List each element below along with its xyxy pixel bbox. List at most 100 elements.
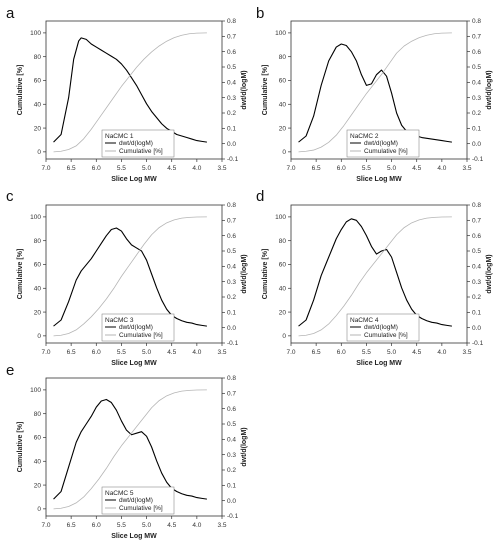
legend-entry: dwt/d(logM) — [119, 324, 153, 331]
y-left-tick-label: 80 — [34, 54, 42, 61]
y-left-tick-label: 20 — [279, 309, 287, 316]
y-left-tick-label: 100 — [30, 214, 41, 221]
series-line-dwt — [298, 43, 452, 143]
y-right-tick-label: -0.1 — [472, 156, 484, 163]
plot-frame — [45, 20, 223, 160]
y-left-tick-label: 60 — [279, 78, 287, 85]
x-tick-label: 7.0 — [41, 349, 50, 356]
y-right-tick-label: 0.1 — [472, 310, 481, 317]
panel-b: b 7.0 6.5 6.0 5.5 5.0 4.5 4.0 3.5 0 20 40 60 80 100 -0.… — [256, 5, 493, 183]
y-right-axis-label: dwt/d(logM) — [241, 70, 248, 109]
y-right-tick-label: 0.7 — [227, 34, 236, 41]
x-tick-label: 3.5 — [217, 349, 226, 356]
series-line-cumulative — [53, 32, 207, 153]
y-right-tick-label: 0.0 — [472, 325, 481, 332]
x-tick-label: 4.5 — [412, 349, 421, 356]
x-tick-label: 6.5 — [67, 349, 76, 356]
x-tick-label: 5.5 — [362, 349, 371, 356]
plot-frame — [290, 204, 468, 344]
legend-entry: Cumulative [%] — [119, 332, 163, 339]
y-left-axis-label: Cumulative [%] — [262, 65, 269, 116]
y-left-tick-label: 20 — [34, 482, 42, 489]
x-tick-label: 4.5 — [167, 349, 176, 356]
series-line-cumulative — [53, 216, 207, 337]
y-right-tick-label: 0.3 — [227, 95, 236, 102]
series-line-dwt — [53, 227, 207, 327]
x-axis-label: Slice Log MW — [111, 176, 157, 183]
y-left-axis-label: Cumulative [%] — [17, 65, 24, 116]
x-tick-label: 7.0 — [286, 349, 295, 356]
y-right-tick-label: 0.5 — [227, 421, 236, 428]
y-left-tick-label: 40 — [279, 101, 287, 108]
x-tick-label: 5.5 — [362, 165, 371, 172]
x-tick-label: 4.0 — [437, 165, 446, 172]
x-tick-label: 3.5 — [462, 165, 471, 172]
y-right-tick-label: 0.7 — [472, 34, 481, 41]
y-right-tick-label: 0.7 — [472, 218, 481, 225]
series-line-dwt — [53, 398, 207, 500]
legend-entry: dwt/d(logM) — [364, 140, 398, 147]
y-right-tick-label: 0.4 — [472, 80, 481, 87]
y-right-tick-label: 0.3 — [227, 279, 236, 286]
y-right-tick-label: 0.6 — [472, 233, 481, 240]
y-right-tick-label: 0.5 — [472, 64, 481, 71]
y-right-axis-label: dwt/d(logM) — [486, 70, 493, 109]
y-left-axis-label: Cumulative [%] — [262, 249, 269, 300]
legend-entry: dwt/d(logM) — [119, 497, 153, 504]
x-tick-label: 5.0 — [142, 349, 151, 356]
series-line-cumulative — [298, 32, 452, 153]
y-right-tick-label: 0.4 — [227, 80, 236, 87]
y-left-axis-label: Cumulative [%] — [17, 249, 24, 300]
y-left-tick-label: 40 — [34, 285, 42, 292]
x-axis-label: Slice Log MW — [111, 360, 157, 367]
x-tick-label: 5.5 — [117, 349, 126, 356]
y-right-tick-label: 0.4 — [227, 264, 236, 271]
x-tick-label: 7.0 — [286, 165, 295, 172]
y-right-axis-label: dwt/d(logM) — [241, 427, 248, 466]
legend-title: NaCMC 2 — [350, 133, 379, 140]
y-right-tick-label: 0.8 — [472, 18, 481, 25]
x-tick-label: 4.0 — [192, 522, 201, 529]
x-tick-label: 6.0 — [337, 165, 346, 172]
x-tick-label: 6.0 — [92, 349, 101, 356]
series-line-cumulative — [298, 216, 452, 337]
y-right-tick-label: 0.6 — [227, 49, 236, 56]
y-right-tick-label: 0.8 — [227, 18, 236, 25]
y-right-tick-label: 0.6 — [227, 406, 236, 413]
y-right-tick-label: 0.5 — [227, 64, 236, 71]
y-left-tick-label: 20 — [34, 125, 42, 132]
x-tick-label: 6.0 — [337, 349, 346, 356]
x-tick-label: 5.0 — [387, 349, 396, 356]
series-line-dwt — [53, 37, 207, 143]
plot-frame — [45, 204, 223, 344]
x-tick-label: 6.5 — [312, 349, 321, 356]
x-tick-label: 4.0 — [437, 349, 446, 356]
x-axis-label: Slice Log MW — [111, 533, 157, 540]
x-tick-label: 5.0 — [142, 522, 151, 529]
y-right-tick-label: 0.8 — [472, 202, 481, 209]
y-left-tick-label: 100 — [275, 214, 286, 221]
y-left-tick-label: 0 — [282, 149, 286, 156]
x-tick-label: 4.5 — [167, 165, 176, 172]
x-tick-label: 3.5 — [462, 349, 471, 356]
x-tick-label: 6.5 — [67, 165, 76, 172]
y-right-axis-label: dwt/d(logM) — [486, 254, 493, 293]
x-tick-label: 3.5 — [217, 522, 226, 529]
panel-c: c 7.0 6.5 6.0 5.5 5.0 4.5 4.0 3.5 0 20 40 60 80 100 -0.… — [6, 188, 248, 367]
y-right-tick-label: 0.1 — [227, 483, 236, 490]
y-right-tick-label: -0.1 — [227, 340, 239, 347]
legend-entry: Cumulative [%] — [364, 332, 408, 339]
y-left-tick-label: 80 — [279, 238, 287, 245]
y-right-tick-label: 0.4 — [227, 437, 236, 444]
y-right-tick-label: 0.1 — [227, 126, 236, 133]
legend-entry: dwt/d(logM) — [364, 324, 398, 331]
x-tick-label: 5.5 — [117, 522, 126, 529]
y-right-tick-label: 0.2 — [227, 294, 236, 301]
y-right-tick-label: 0.2 — [472, 294, 481, 301]
x-axis-label: Slice Log MW — [356, 176, 402, 183]
y-right-tick-label: 0.3 — [472, 279, 481, 286]
y-right-tick-label: 0.3 — [472, 95, 481, 102]
series-line-dwt — [298, 218, 452, 327]
plot-frame — [45, 377, 223, 517]
